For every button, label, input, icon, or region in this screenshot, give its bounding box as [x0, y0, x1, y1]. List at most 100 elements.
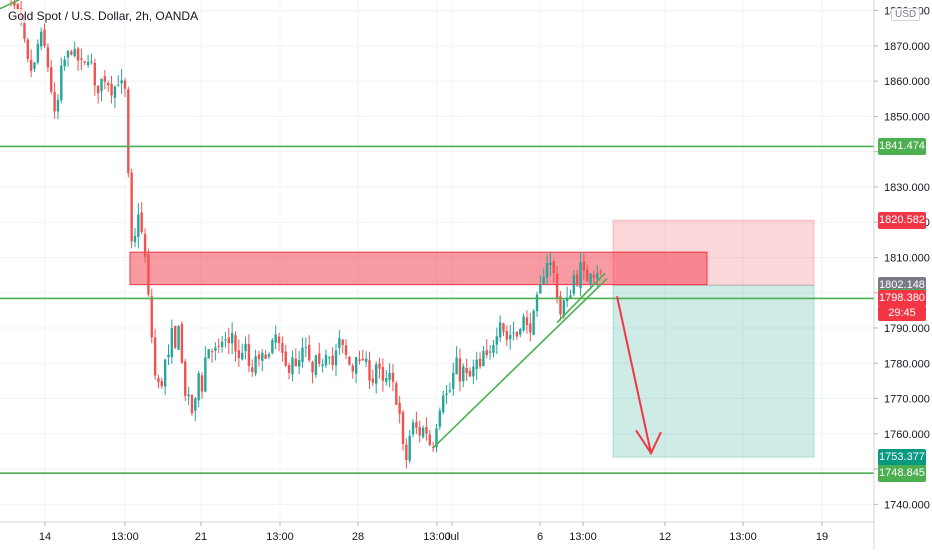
candle-body: [237, 350, 241, 359]
candle-body: [26, 39, 29, 59]
price-label-box: 1748.845: [878, 464, 926, 482]
candle-body: [46, 47, 50, 68]
y-tick-label: 1860.000: [884, 76, 930, 88]
candle-body: [53, 91, 56, 112]
candle-body: [425, 427, 428, 434]
candle-body: [582, 261, 586, 271]
candle-body: [163, 359, 167, 387]
candle-body: [338, 338, 341, 349]
candle-body: [274, 334, 277, 343]
candle-body: [371, 378, 375, 383]
candle-body: [184, 361, 187, 396]
x-tick-label: 21: [195, 531, 207, 543]
candle-body: [90, 61, 93, 63]
candle-body: [509, 335, 512, 340]
y-tick-label: 1770.000: [884, 394, 930, 406]
candle-body: [391, 373, 395, 382]
candle-body: [143, 234, 147, 257]
candle-body: [200, 375, 204, 392]
candle-body: [485, 350, 488, 356]
candle-body: [140, 212, 143, 233]
candle-body: [254, 356, 257, 374]
candle-body: [120, 80, 123, 84]
candle-body: [375, 364, 378, 384]
candle-body: [465, 367, 468, 374]
candle-body: [247, 344, 251, 367]
candle-body: [458, 358, 462, 382]
candle-body: [244, 343, 247, 352]
resistance-zone: [129, 251, 708, 286]
candle-body: [80, 58, 83, 60]
candle-body: [478, 358, 482, 367]
x-tick-label: 13:00: [729, 531, 757, 543]
candle-body: [395, 383, 398, 405]
candle-body: [368, 360, 371, 381]
candle-body: [271, 339, 274, 354]
take-profit-zone: [612, 284, 815, 458]
candle-body: [281, 342, 284, 353]
candle-body: [378, 363, 381, 369]
x-tick-label: 13:00: [569, 531, 597, 543]
candle-body: [107, 83, 110, 86]
candle-body: [308, 344, 311, 361]
x-tick-label: 13:00: [266, 531, 294, 543]
candle-body: [301, 347, 304, 363]
candle-body: [462, 366, 465, 382]
y-tick-label: 1870.000: [884, 41, 930, 53]
candle-body: [133, 236, 137, 243]
candle-body: [70, 51, 73, 55]
candle-body: [418, 427, 421, 436]
candle-body: [364, 358, 368, 362]
candle-body: [455, 357, 458, 375]
candle-body: [123, 80, 127, 89]
candle-body: [351, 365, 354, 372]
y-tick-label: 1810.000: [884, 252, 930, 264]
candle-body: [33, 62, 36, 69]
candle-body: [555, 273, 559, 299]
candle-body: [117, 85, 120, 87]
candle-body: [532, 310, 535, 335]
candle-body: [334, 350, 338, 366]
x-tick-label: 13:00: [423, 531, 451, 543]
candle-body: [63, 59, 66, 67]
candle-body: [210, 351, 214, 353]
candle-body: [304, 347, 308, 349]
candle-body: [96, 85, 100, 94]
candle-body: [160, 381, 163, 387]
candle-body: [535, 294, 539, 312]
candle-body: [381, 367, 385, 381]
candle-body: [187, 394, 190, 397]
x-tick-label: 12: [659, 531, 671, 543]
candle-body: [411, 422, 415, 435]
candle-body: [16, 4, 19, 10]
candle-body: [586, 269, 589, 282]
trendline-top: [0, 0, 21, 10]
candle-body: [448, 390, 452, 392]
candle-body: [401, 412, 405, 445]
candle-body: [318, 353, 321, 364]
candle-body: [562, 300, 565, 317]
candle-body: [498, 322, 502, 338]
candle-body: [442, 395, 445, 413]
candle-body: [565, 297, 569, 302]
candle-body: [596, 273, 599, 280]
candle-body: [194, 398, 197, 411]
candle-body: [73, 48, 76, 57]
x-tick-label: 14: [39, 531, 51, 543]
candle-body: [297, 359, 301, 367]
candle-body: [294, 358, 297, 367]
candle-body: [150, 296, 153, 338]
candle-body: [408, 435, 411, 461]
candle-body: [589, 273, 592, 284]
candle-body: [468, 370, 472, 377]
candle-body: [36, 44, 40, 63]
candle-body: [505, 330, 509, 340]
y-tick-label: 1790.000: [884, 323, 930, 335]
candle-body: [321, 364, 324, 367]
candle-body: [284, 351, 287, 366]
candle-body: [224, 339, 227, 341]
currency-label[interactable]: USD: [891, 8, 921, 21]
